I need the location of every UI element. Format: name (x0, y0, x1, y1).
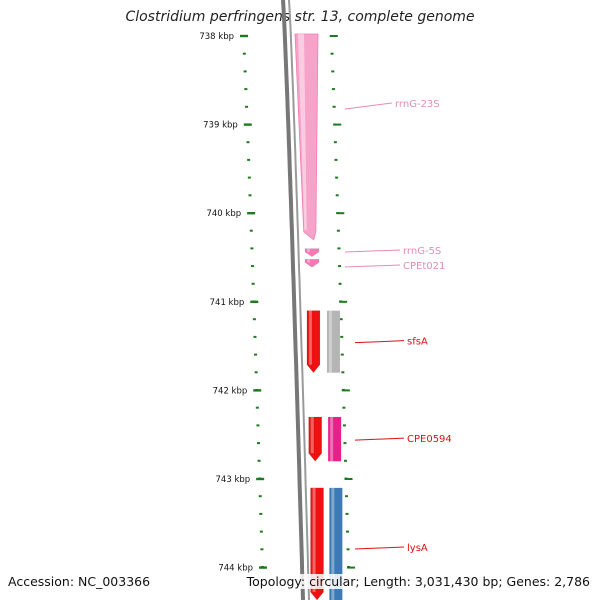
backbone (281, 0, 310, 600)
feature-sfsA-highlight (308, 310, 312, 365)
tick-label: 744 kbp (218, 564, 253, 574)
tick-label: 738 kbp (199, 32, 234, 42)
tick-label: 743 kbp (216, 475, 251, 485)
feature-lysA-highlight (312, 487, 316, 592)
feature-CPE0594 (308, 416, 323, 462)
feature-CPEt021-highlight (307, 259, 310, 263)
topology-summary: Topology: circular; Length: 3,031,430 bp… (246, 574, 590, 589)
tick-label: 742 kbp (213, 386, 248, 396)
feature-CPEt021 (304, 258, 320, 268)
leader-lysA (354, 546, 405, 550)
feature-labels: rrnG-23S rrnG-5S CPEt021 sfsA CPE0594 lysA (344, 99, 452, 554)
label-CPEt021: CPEt021 (403, 261, 445, 272)
backbone-arc-outer (281, 0, 305, 600)
companion-sfsA (326, 310, 340, 373)
label-CPE0594: CPE0594 (407, 434, 452, 445)
companion-CPE0594 (328, 416, 342, 462)
label-sfsA: sfsA (407, 337, 428, 348)
features (294, 33, 343, 600)
feature-CPE0594-highlight (310, 416, 314, 454)
leader-sfsA (354, 340, 405, 344)
tick-label: 741 kbp (210, 298, 245, 308)
map-title: Clostridium perfringens str. 13, complet… (125, 9, 475, 25)
leader-rrnG-23S (344, 102, 393, 110)
leader-CPE0594 (354, 437, 405, 441)
accession-text: Accession: NC_003366 (8, 574, 151, 589)
feature-rrnG-5S-highlight (307, 248, 310, 252)
feature-rrnG-23S-highlight (298, 34, 307, 230)
companion-lysA-highlight (331, 487, 335, 600)
tick-label: 740 kbp (206, 209, 241, 219)
feature-sfsA (306, 310, 321, 374)
label-rrnG-23S: rrnG-23S (395, 99, 440, 110)
major-ticks: 738 kbp 739 kbp 740 kbp 741 kbp 742 kbp 743 k… (199, 32, 356, 574)
companion-sfsA-highlight (328, 310, 332, 373)
companion-CPE0594-highlight (330, 416, 334, 462)
label-lysA: lysA (407, 543, 428, 554)
companion-lysA (329, 487, 343, 600)
label-rrnG-5S: rrnG-5S (403, 246, 441, 257)
tick-label: 739 kbp (203, 121, 238, 131)
feature-rrnG-23S (294, 33, 319, 241)
leader-rrnG-5S (344, 249, 401, 253)
feature-rrnG-5S (304, 248, 320, 258)
backbone-arc-inner (288, 0, 310, 600)
leader-CPEt021 (344, 264, 401, 268)
